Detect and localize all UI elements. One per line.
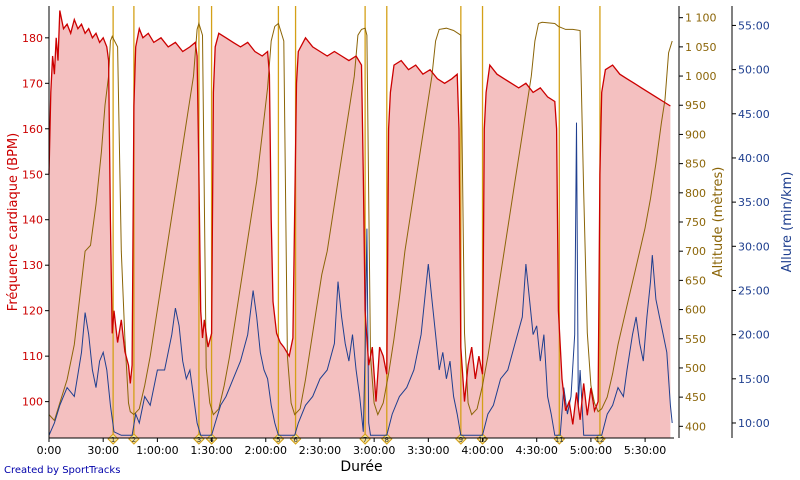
x-tick-label-30: 30:00 [87,444,119,457]
lap-label-9: 9 [459,436,463,444]
alt-tick-label-850: 850 [685,158,706,171]
hr-tick-label-180: 180 [22,32,43,45]
x-tick-label-210: 3:30:00 [407,444,449,457]
alt-tick-label-750: 750 [685,216,706,229]
pace-line [48,122,673,436]
altitude-axis-title: Altitude (mètres) [711,167,726,278]
alt-tick-label-700: 700 [685,245,706,258]
hr-tick-label-120: 120 [22,305,43,318]
alt-tick-label-1100: 1 100 [685,12,717,25]
lap-marker-9 [455,433,467,445]
hr-tick-label-160: 160 [22,123,43,136]
pace-tick-label-20: 20:00 [738,329,770,342]
lap-marker-6 [289,433,302,445]
lap-label-6: 6 [293,436,298,444]
x-tick-label-0: 0:00 [37,444,62,457]
lap-marker-2 [128,433,140,445]
alt-tick-label-600: 600 [685,304,706,317]
alt-tick-label-500: 500 [685,362,706,375]
x-tick-label-300: 5:00:00 [570,444,612,457]
lap-label-1: 1 [111,436,115,444]
x-axis-title: Durée [340,459,382,475]
pace-tick-label-50: 50:00 [738,64,770,77]
alt-tick-label-1050: 1 050 [685,41,717,54]
alt-tick-label-650: 650 [685,274,706,287]
x-tick-label-240: 4:00:00 [461,444,503,457]
lap-label-3: 3 [197,436,201,444]
hr-axis-title: Fréquence cardiaque (BPM) [6,133,21,311]
x-tick-label-150: 2:30:00 [299,444,341,457]
lap-marker-3 [193,433,205,445]
lap-marker-11 [553,433,566,445]
lap-marker-1 [107,433,119,445]
hr-tick-label-130: 130 [22,259,43,272]
lap-label-12: 12 [595,436,604,444]
hr-tick-label-170: 170 [22,77,43,90]
lap-marker-5 [272,433,285,445]
lap-marker-7 [359,433,371,445]
heart-rate-line [48,10,671,425]
alt-tick-label-550: 550 [685,333,706,346]
x-tick-label-180: 3:00:00 [353,444,395,457]
alt-tick-label-950: 950 [685,99,706,112]
x-tick-label-90: 1:30:00 [190,444,232,457]
x-tick-label-270: 4:30:00 [516,444,558,457]
alt-tick-label-800: 800 [685,187,706,200]
heart-rate-area [49,10,671,438]
lap-label-5: 5 [276,436,280,444]
pace-tick-label-15: 15:00 [738,373,770,386]
alt-tick-label-900: 900 [685,128,706,141]
alt-tick-label-400: 400 [685,420,706,433]
lap-label-2: 2 [132,436,136,444]
lap-marker-12 [594,433,606,445]
pace-tick-label-35: 35:00 [738,196,770,209]
x-tick-label-120: 2:00:00 [245,444,287,457]
alt-tick-label-450: 450 [685,391,706,404]
x-tick-label-60: 1:00:00 [136,444,178,457]
hr-tick-label-150: 150 [22,168,43,181]
pace-tick-label-30: 30:00 [738,240,770,253]
alt-tick-label-1000: 1 000 [685,70,717,83]
lap-label-8: 8 [385,436,389,444]
hr-tick-label-100: 100 [22,396,43,409]
lap-label-7: 7 [363,436,367,444]
credit-text: Created by SportTracks [4,465,121,476]
pace-tick-label-45: 45:00 [738,108,770,121]
lap-label-11: 11 [555,436,564,444]
pace-tick-label-10: 10:00 [738,417,770,430]
pace-axis-title: Allure (min/km) [780,172,795,273]
pace-tick-label-25: 25:00 [738,284,770,297]
pace-tick-label-55: 55:00 [738,19,770,32]
hr-tick-label-110: 110 [22,350,43,363]
lap-marker-8 [381,433,393,445]
x-tick-label-330: 5:30:00 [624,444,666,457]
altitude-line [48,21,673,422]
pace-tick-label-40: 40:00 [738,152,770,165]
hr-tick-label-140: 140 [22,214,43,227]
